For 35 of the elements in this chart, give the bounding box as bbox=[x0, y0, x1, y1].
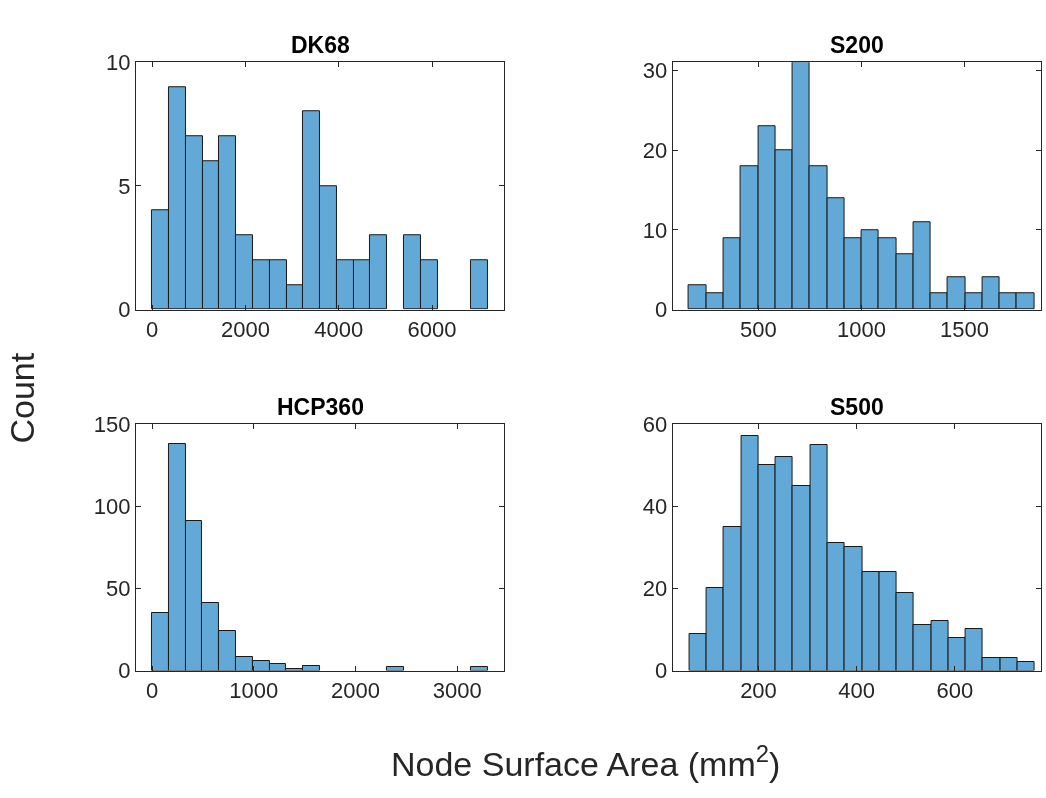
x-tick-label: 2000 bbox=[220, 317, 270, 343]
chart-title: DK68 bbox=[291, 32, 351, 58]
y-tick-label: 20 bbox=[642, 137, 668, 163]
x-tick-label: 400 bbox=[838, 678, 876, 703]
y-tick-label: 60 bbox=[642, 411, 668, 437]
chart-title: S200 bbox=[830, 32, 884, 58]
y-tick-label: 100 bbox=[93, 493, 131, 519]
y-tick-label: 0 bbox=[654, 297, 668, 323]
x-tick-label: 4000 bbox=[314, 317, 364, 343]
y-axis-title: Count bbox=[2, 352, 41, 444]
x-tick-label: 0 bbox=[145, 678, 159, 703]
y-tick-label: 10 bbox=[106, 49, 131, 75]
y-tick-label: 0 bbox=[654, 658, 668, 684]
x-tick-label: 1000 bbox=[229, 678, 279, 703]
x-tick-label: 6000 bbox=[407, 317, 457, 343]
x-tick-label: 1000 bbox=[836, 317, 886, 343]
x-tick-label: 200 bbox=[740, 678, 777, 703]
x-axis-title: Node Surface Area (mm$^{2}$) bbox=[391, 740, 781, 784]
y-tick-label: 50 bbox=[106, 576, 131, 602]
chart-title: S500 bbox=[830, 394, 884, 420]
y-tick-label: 10 bbox=[642, 217, 668, 243]
y-tick-label: 0 bbox=[118, 658, 131, 684]
y-tick-label: 5 bbox=[118, 173, 131, 199]
x-tick-label: 2000 bbox=[330, 678, 380, 703]
y-tick-label: 30 bbox=[642, 57, 668, 83]
y-tick-label: 150 bbox=[93, 411, 131, 437]
x-tick-label: 0 bbox=[145, 317, 159, 343]
x-tick-label: 3000 bbox=[432, 678, 482, 703]
chart-title: HCP360 bbox=[277, 394, 364, 420]
y-tick-label: 20 bbox=[642, 576, 668, 602]
x-tick-label: 500 bbox=[739, 317, 777, 343]
y-tick-label: 40 bbox=[642, 493, 668, 519]
x-tick-label: 600 bbox=[936, 678, 974, 703]
x-tick-label: 1500 bbox=[940, 317, 989, 343]
y-tick-label: 0 bbox=[118, 297, 131, 323]
